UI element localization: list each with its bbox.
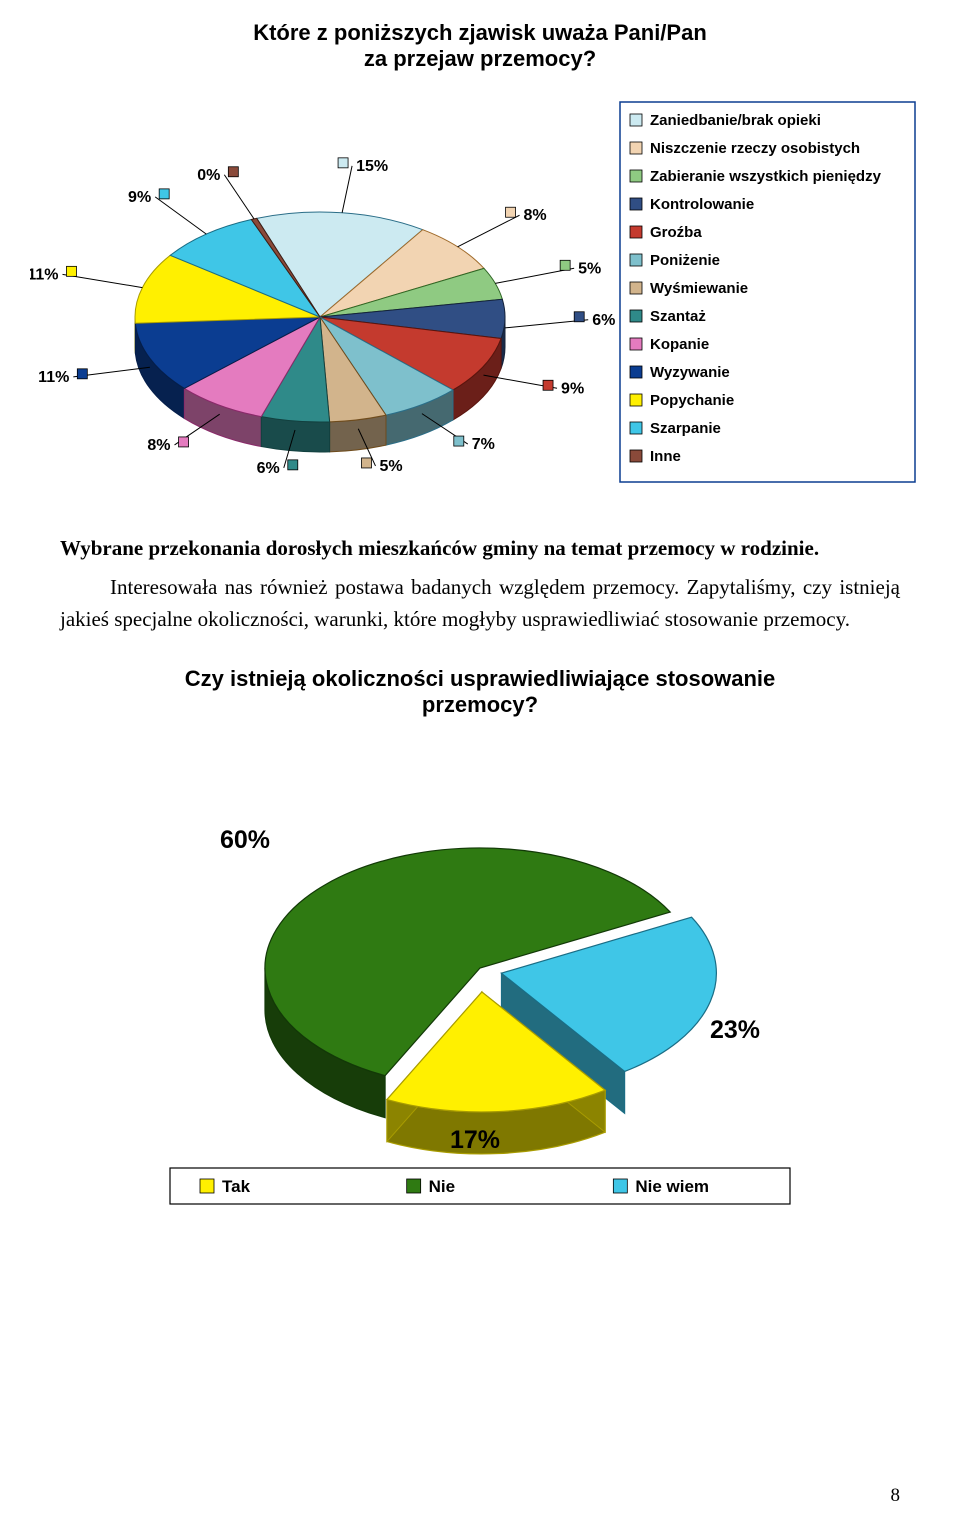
paragraph-1: Interesowała nas również postawa badanyc… bbox=[60, 571, 900, 636]
chart1-title: Które z poniższych zjawisk uważa Pani/Pa… bbox=[160, 20, 800, 72]
legend2-label-nie: Nie bbox=[429, 1177, 455, 1196]
legend2-swatch-niewiem bbox=[613, 1179, 627, 1193]
legend1-swatch-zabieranie bbox=[630, 170, 642, 182]
pie1-swatch-popychanie bbox=[66, 266, 76, 276]
pie1-leader-zaniedbanie bbox=[342, 166, 352, 213]
legend1-swatch-popychanie bbox=[630, 394, 642, 406]
legend1-label-inne: Inne bbox=[650, 448, 681, 465]
legend2-swatch-nie bbox=[407, 1179, 421, 1193]
pie1-label-wysmiewanie: 5% bbox=[379, 458, 402, 475]
legend2-label-niewiem: Nie wiem bbox=[635, 1177, 709, 1196]
legend1-swatch-wysmiewanie bbox=[630, 282, 642, 294]
pie1-label-popychanie: 11% bbox=[30, 266, 58, 283]
pie1-label-szarpanie: 9% bbox=[128, 189, 151, 206]
pie1-swatch-szantaz bbox=[288, 460, 298, 470]
pie1-swatch-inne bbox=[228, 167, 238, 177]
chart2-title: Czy istnieją okoliczności usprawiedliwia… bbox=[170, 666, 790, 718]
legend2-swatch-tak bbox=[200, 1179, 214, 1193]
chart1-pie: 15% 8% 5% 6% 9% 7% 5% 6% 8% 11% 11% 9% 0% Zaniedbanie… bbox=[30, 82, 930, 502]
legend1-swatch-wyzywanie bbox=[630, 366, 642, 378]
legend1-label-szarpanie: Szarpanie bbox=[650, 420, 721, 437]
legend1-swatch-niszczenie bbox=[630, 142, 642, 154]
legend1-label-zaniedbanie: Zaniedbanie/brak opieki bbox=[650, 112, 821, 129]
pie1-label-kopanie: 8% bbox=[147, 437, 170, 454]
pie1-swatch-grozba bbox=[543, 380, 553, 390]
pie1-label-szantaz: 6% bbox=[257, 460, 280, 477]
pie1-swatch-szarpanie bbox=[159, 189, 169, 199]
legend1-swatch-inne bbox=[630, 450, 642, 462]
legend1-label-popychanie: Popychanie bbox=[650, 392, 734, 409]
legend1-label-szantaz: Szantaż bbox=[650, 308, 706, 325]
pie1-swatch-kopanie bbox=[179, 437, 189, 447]
pie1-label-niszczenie: 8% bbox=[524, 207, 547, 224]
pie1-leader-niszczenie bbox=[458, 215, 520, 247]
legend1-label-wyzywanie: Wyzywanie bbox=[650, 364, 730, 381]
pie1-label-wyzywanie: 11% bbox=[38, 369, 69, 386]
legend1-swatch-kopanie bbox=[630, 338, 642, 350]
legend1-swatch-grozba bbox=[630, 226, 642, 238]
legend1-label-kopanie: Kopanie bbox=[650, 336, 709, 353]
pie1-swatch-zabieranie bbox=[560, 260, 570, 270]
pie1-label-zabieranie: 5% bbox=[578, 260, 601, 277]
legend1-swatch-ponizenie bbox=[630, 254, 642, 266]
pie1-leader-szarpanie bbox=[155, 197, 206, 234]
pie1-swatch-wyzywanie bbox=[77, 369, 87, 379]
page-number: 8 bbox=[891, 1485, 901, 1507]
pie2-label-nie: 60% bbox=[220, 826, 270, 854]
pie1-swatch-wysmiewanie bbox=[361, 458, 371, 468]
legend1-label-ponizenie: Poniżenie bbox=[650, 252, 720, 269]
pie1-label-zaniedbanie: 15% bbox=[356, 158, 388, 175]
pie1-label-kontrolowanie: 6% bbox=[592, 312, 615, 329]
legend1-label-kontrolowanie: Kontrolowanie bbox=[650, 196, 754, 213]
legend1-label-wysmiewanie: Wyśmiewanie bbox=[650, 280, 748, 297]
chart2-pie: 60% 23% 17% Tak Nie Nie wiem bbox=[70, 728, 890, 1208]
pie2-label-niewiem: 23% bbox=[710, 1016, 760, 1044]
bold-paragraph: Wybrane przekonania dorosłych mieszkańcó… bbox=[60, 532, 900, 565]
pie1-swatch-zaniedbanie bbox=[338, 158, 348, 168]
legend1-swatch-szarpanie bbox=[630, 422, 642, 434]
pie1-swatch-niszczenie bbox=[506, 207, 516, 217]
legend1-label-zabieranie: Zabieranie wszystkich pieniędzy bbox=[650, 168, 882, 185]
legend1-swatch-kontrolowanie bbox=[630, 198, 642, 210]
legend1-label-grozba: Groźba bbox=[650, 224, 702, 241]
pie1-swatch-kontrolowanie bbox=[574, 312, 584, 322]
pie1-leader-inne bbox=[224, 175, 254, 219]
pie1-swatch-ponizenie bbox=[454, 436, 464, 446]
legend1-swatch-szantaz bbox=[630, 310, 642, 322]
legend2-label-tak: Tak bbox=[222, 1177, 251, 1196]
legend1-swatch-zaniedbanie bbox=[630, 114, 642, 126]
pie1-label-grozba: 9% bbox=[561, 380, 584, 397]
pie1-label-inne: 0% bbox=[197, 167, 220, 184]
pie2-label-tak: 17% bbox=[450, 1126, 500, 1154]
body-text-block: Wybrane przekonania dorosłych mieszkańcó… bbox=[60, 532, 900, 636]
pie1-label-ponizenie: 7% bbox=[472, 436, 495, 453]
legend1-label-niszczenie: Niszczenie rzeczy osobistych bbox=[650, 140, 860, 157]
